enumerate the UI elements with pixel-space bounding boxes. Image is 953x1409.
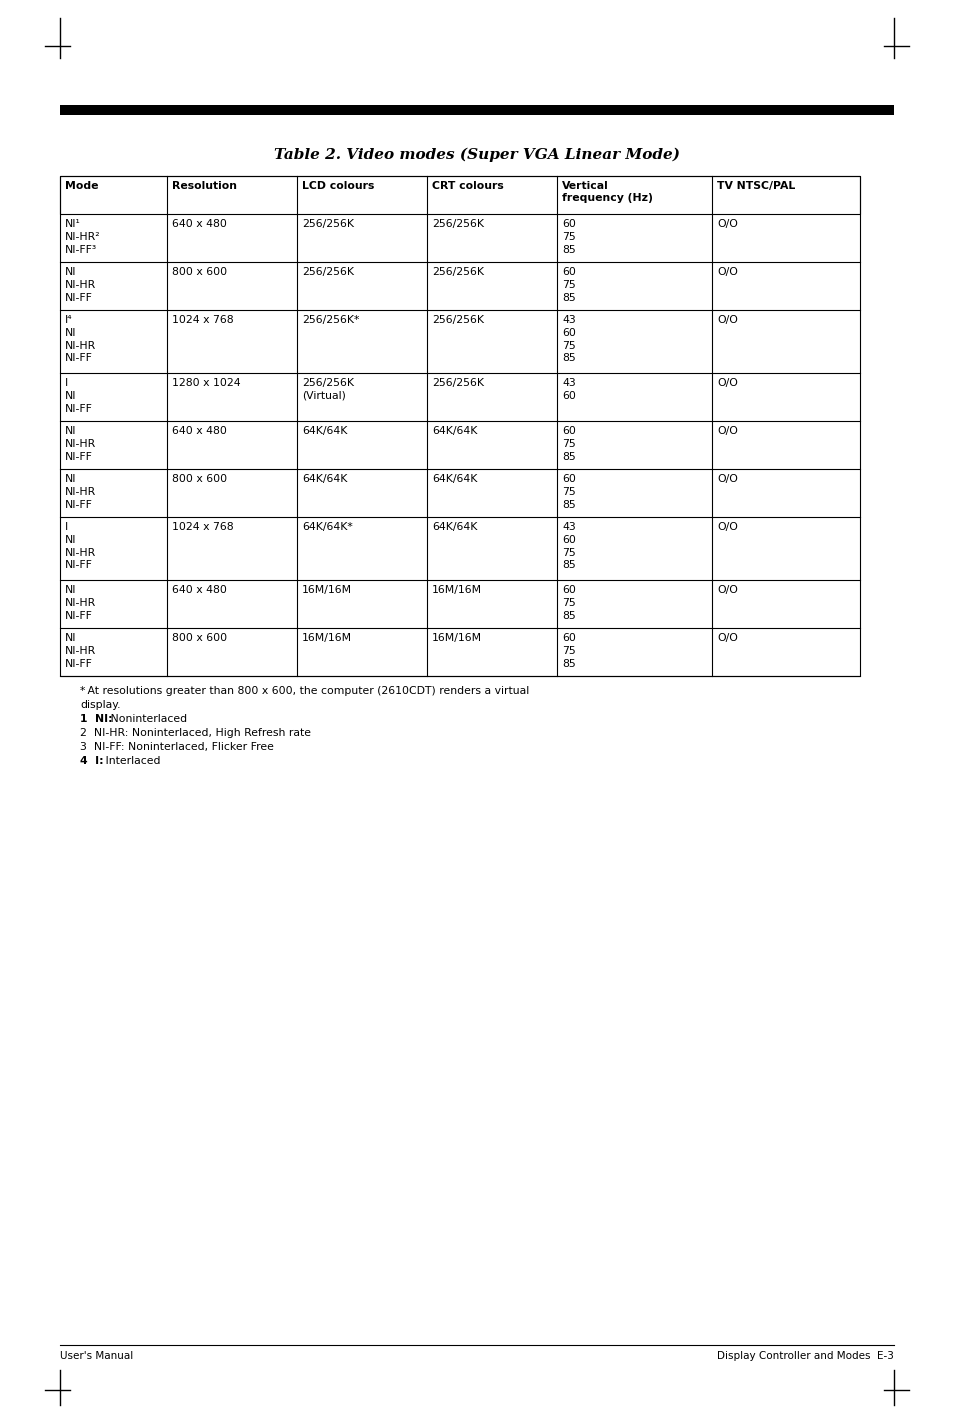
Text: CRT colours: CRT colours xyxy=(432,180,503,192)
Text: 2  NI-HR: Noninterlaced, High Refresh rate: 2 NI-HR: Noninterlaced, High Refresh rat… xyxy=(80,728,311,738)
Text: 64K/64K: 64K/64K xyxy=(302,426,347,435)
Text: 256/256K: 256/256K xyxy=(432,378,483,387)
Text: O/O: O/O xyxy=(717,585,737,595)
Text: Mode: Mode xyxy=(65,180,98,192)
Text: 640 x 480: 640 x 480 xyxy=(172,426,227,435)
Text: NI
NI-HR
NI-FF: NI NI-HR NI-FF xyxy=(65,426,96,462)
Text: 256/256K: 256/256K xyxy=(302,266,354,278)
Text: 16M/16M: 16M/16M xyxy=(302,633,352,643)
Text: 1280 x 1024: 1280 x 1024 xyxy=(172,378,240,387)
Text: 3  NI-FF: Noninterlaced, Flicker Free: 3 NI-FF: Noninterlaced, Flicker Free xyxy=(80,743,274,752)
Text: O/O: O/O xyxy=(717,633,737,643)
Text: 64K/64K: 64K/64K xyxy=(432,473,476,485)
Text: 800 x 600: 800 x 600 xyxy=(172,473,227,485)
Text: 256/256K: 256/256K xyxy=(432,266,483,278)
Text: 4  I:: 4 I: xyxy=(80,757,104,766)
Text: NI
NI-HR
NI-FF: NI NI-HR NI-FF xyxy=(65,585,96,620)
Text: NI
NI-HR
NI-FF: NI NI-HR NI-FF xyxy=(65,473,96,510)
Text: display.: display. xyxy=(80,700,120,710)
Text: NI¹
NI-HR²
NI-FF³: NI¹ NI-HR² NI-FF³ xyxy=(65,218,100,255)
Text: 1  NI:: 1 NI: xyxy=(80,714,112,724)
Text: TV NTSC/PAL: TV NTSC/PAL xyxy=(717,180,795,192)
Text: 256/256K: 256/256K xyxy=(302,218,354,230)
Text: 256/256K: 256/256K xyxy=(432,316,483,325)
Text: 256/256K
(Virtual): 256/256K (Virtual) xyxy=(302,378,354,400)
Text: 16M/16M: 16M/16M xyxy=(432,633,481,643)
Bar xyxy=(60,176,859,676)
Text: 60
75
85: 60 75 85 xyxy=(561,426,576,462)
Text: 1024 x 768: 1024 x 768 xyxy=(172,316,233,325)
Text: O/O: O/O xyxy=(717,473,737,485)
Text: I
NI
NI-HR
NI-FF: I NI NI-HR NI-FF xyxy=(65,521,96,571)
Text: O/O: O/O xyxy=(717,426,737,435)
Text: O/O: O/O xyxy=(717,521,737,533)
Text: 64K/64K: 64K/64K xyxy=(302,473,347,485)
Text: 43
60: 43 60 xyxy=(561,378,576,400)
Text: 64K/64K: 64K/64K xyxy=(432,426,476,435)
Text: NI
NI-HR
NI-FF: NI NI-HR NI-FF xyxy=(65,266,96,303)
Text: 64K/64K*: 64K/64K* xyxy=(302,521,353,533)
Text: 43
60
75
85: 43 60 75 85 xyxy=(561,316,576,364)
Text: Table 2. Video modes (Super VGA Linear Mode): Table 2. Video modes (Super VGA Linear M… xyxy=(274,148,679,162)
Text: 43
60
75
85: 43 60 75 85 xyxy=(561,521,576,571)
Text: O/O: O/O xyxy=(717,266,737,278)
Text: 256/256K*: 256/256K* xyxy=(302,316,359,325)
Text: O/O: O/O xyxy=(717,316,737,325)
Text: Vertical
frequency (Hz): Vertical frequency (Hz) xyxy=(561,180,652,203)
Text: 800 x 600: 800 x 600 xyxy=(172,633,227,643)
Text: LCD colours: LCD colours xyxy=(302,180,374,192)
Text: 256/256K: 256/256K xyxy=(432,218,483,230)
Bar xyxy=(60,176,859,214)
Text: * At resolutions greater than 800 x 600, the computer (2610CDT) renders a virtua: * At resolutions greater than 800 x 600,… xyxy=(80,686,529,696)
Text: Display Controller and Modes  E-3: Display Controller and Modes E-3 xyxy=(717,1351,893,1361)
Text: 640 x 480: 640 x 480 xyxy=(172,585,227,595)
Text: 1024 x 768: 1024 x 768 xyxy=(172,521,233,533)
Text: I⁴
NI
NI-HR
NI-FF: I⁴ NI NI-HR NI-FF xyxy=(65,316,96,364)
Text: 60
75
85: 60 75 85 xyxy=(561,633,576,669)
Text: 64K/64K: 64K/64K xyxy=(432,521,476,533)
Text: Resolution: Resolution xyxy=(172,180,236,192)
Text: 60
75
85: 60 75 85 xyxy=(561,473,576,510)
Text: 640 x 480: 640 x 480 xyxy=(172,218,227,230)
Text: 16M/16M: 16M/16M xyxy=(432,585,481,595)
Text: User's Manual: User's Manual xyxy=(60,1351,133,1361)
Text: I
NI
NI-FF: I NI NI-FF xyxy=(65,378,92,414)
Text: O/O: O/O xyxy=(717,218,737,230)
Text: Interlaced: Interlaced xyxy=(102,757,161,766)
Text: 800 x 600: 800 x 600 xyxy=(172,266,227,278)
Text: 60
75
85: 60 75 85 xyxy=(561,266,576,303)
Text: 60
75
85: 60 75 85 xyxy=(561,218,576,255)
Text: Noninterlaced: Noninterlaced xyxy=(107,714,187,724)
Text: 16M/16M: 16M/16M xyxy=(302,585,352,595)
Bar xyxy=(60,106,893,116)
Text: 60
75
85: 60 75 85 xyxy=(561,585,576,620)
Text: O/O: O/O xyxy=(717,378,737,387)
Text: NI
NI-HR
NI-FF: NI NI-HR NI-FF xyxy=(65,633,96,669)
